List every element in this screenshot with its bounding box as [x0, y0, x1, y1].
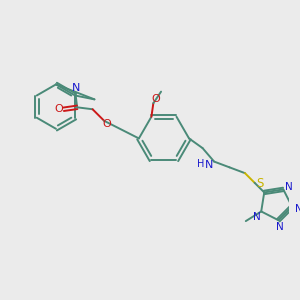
Text: N: N	[205, 160, 214, 170]
Text: N: N	[277, 222, 284, 232]
Text: O: O	[103, 119, 111, 129]
Text: S: S	[256, 177, 263, 190]
Text: O: O	[55, 104, 63, 114]
Text: O: O	[152, 94, 161, 104]
Text: N: N	[72, 83, 80, 93]
Text: N: N	[295, 203, 300, 214]
Text: N: N	[253, 212, 260, 222]
Text: N: N	[285, 182, 293, 191]
Text: H: H	[197, 158, 204, 169]
